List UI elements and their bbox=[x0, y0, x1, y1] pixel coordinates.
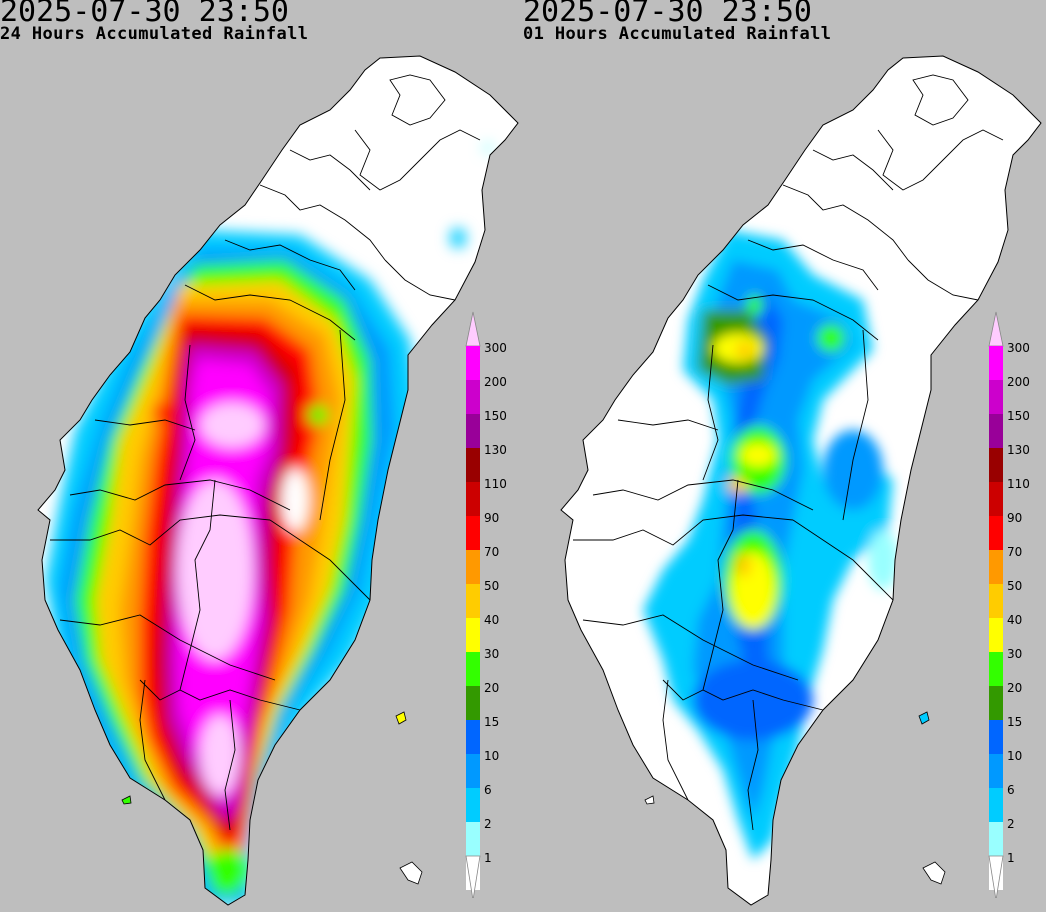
legend-swatch bbox=[466, 516, 480, 550]
county-borders bbox=[573, 74, 1004, 831]
legend-swatch bbox=[989, 414, 1003, 448]
legend-label: 150 bbox=[1007, 409, 1030, 423]
rainfall-legend-24h: 300 200 150 130 110 90 70 50 40 30 20 15 10 6 2 1 bbox=[460, 308, 520, 901]
legend-label: 130 bbox=[484, 443, 507, 457]
legend-label: 40 bbox=[484, 613, 500, 627]
legend-colorbar bbox=[988, 311, 1004, 901]
rainfall-map-1h bbox=[560, 55, 1042, 906]
legend-swatch bbox=[989, 584, 1003, 618]
rainfall-map-24h bbox=[37, 55, 519, 906]
legend-swatch bbox=[989, 618, 1003, 652]
legend-label: 15 bbox=[1007, 715, 1023, 729]
rainfall-shading bbox=[643, 230, 898, 860]
legend-label: 1 bbox=[1007, 851, 1015, 865]
legend-label: 30 bbox=[484, 647, 500, 661]
legend-label: 6 bbox=[484, 783, 492, 797]
legend-swatch bbox=[466, 686, 480, 720]
legend-swatch bbox=[989, 788, 1003, 822]
legend-top-cap bbox=[465, 311, 481, 347]
legend-bottom-cap bbox=[988, 855, 1004, 901]
legend-swatch bbox=[466, 652, 480, 686]
panel-timestamp: 2025-07-30 23:50 bbox=[523, 0, 812, 29]
legend-swatch bbox=[466, 788, 480, 822]
legend-label: 15 bbox=[484, 715, 500, 729]
legend-swatch bbox=[989, 652, 1003, 686]
legend-label: 110 bbox=[1007, 477, 1030, 491]
legend-label: 300 bbox=[1007, 341, 1030, 355]
panel-subtitle: 01 Hours Accumulated Rainfall bbox=[523, 24, 832, 44]
legend-colorbar bbox=[465, 311, 481, 901]
legend-swatch bbox=[989, 686, 1003, 720]
county-borders bbox=[50, 74, 481, 831]
left-map-panel: 2025-07-30 23:50 24 Hours Accumulated Ra… bbox=[0, 0, 520, 906]
legend-label: 40 bbox=[1007, 613, 1023, 627]
legend-swatch bbox=[466, 380, 480, 414]
legend-label: 300 bbox=[484, 341, 507, 355]
legend-swatch bbox=[989, 482, 1003, 516]
legend-label: 200 bbox=[484, 375, 507, 389]
legend-swatch bbox=[466, 822, 480, 856]
legend-swatch bbox=[466, 720, 480, 754]
legend-label: 110 bbox=[484, 477, 507, 491]
legend-label: 2 bbox=[484, 817, 492, 831]
legend-label: 6 bbox=[1007, 783, 1015, 797]
legend-swatch bbox=[466, 414, 480, 448]
legend-swatch bbox=[466, 482, 480, 516]
legend-swatch bbox=[989, 720, 1003, 754]
legend-top-cap bbox=[988, 311, 1004, 347]
legend-swatch bbox=[989, 754, 1003, 788]
legend-label: 30 bbox=[1007, 647, 1023, 661]
panel-timestamp: 2025-07-30 23:50 bbox=[0, 0, 289, 29]
legend-label: 10 bbox=[484, 749, 500, 763]
legend-swatch bbox=[989, 550, 1003, 584]
legend-swatch bbox=[989, 346, 1003, 380]
legend-label: 50 bbox=[484, 579, 500, 593]
legend-label: 10 bbox=[1007, 749, 1023, 763]
legend-swatch bbox=[989, 822, 1003, 856]
legend-label: 200 bbox=[1007, 375, 1030, 389]
legend-label: 1 bbox=[484, 851, 492, 865]
legend-swatch bbox=[466, 448, 480, 482]
legend-label: 70 bbox=[1007, 545, 1023, 559]
legend-swatch bbox=[989, 448, 1003, 482]
legend-swatch bbox=[466, 618, 480, 652]
legend-label: 50 bbox=[1007, 579, 1023, 593]
right-map-panel: 2025-07-30 23:50 01 Hours Accumulated Ra… bbox=[523, 0, 1046, 912]
legend-label: 20 bbox=[484, 681, 500, 695]
legend-swatch bbox=[466, 754, 480, 788]
legend-label: 90 bbox=[1007, 511, 1023, 525]
rainfall-shading bbox=[45, 143, 493, 905]
legend-swatch bbox=[466, 346, 480, 380]
legend-label: 130 bbox=[1007, 443, 1030, 457]
rainfall-legend-1h: 300 200 150 130 110 90 70 50 40 30 20 15 10 6 2 1 bbox=[983, 308, 1043, 901]
legend-swatch bbox=[989, 380, 1003, 414]
legend-swatch bbox=[466, 584, 480, 618]
legend-label: 2 bbox=[1007, 817, 1015, 831]
legend-bottom-cap bbox=[465, 855, 481, 901]
legend-label: 70 bbox=[484, 545, 500, 559]
legend-swatch bbox=[989, 516, 1003, 550]
legend-label: 150 bbox=[484, 409, 507, 423]
legend-swatch bbox=[466, 550, 480, 584]
legend-label: 90 bbox=[484, 511, 500, 525]
legend-label: 20 bbox=[1007, 681, 1023, 695]
panel-subtitle: 24 Hours Accumulated Rainfall bbox=[0, 24, 309, 44]
